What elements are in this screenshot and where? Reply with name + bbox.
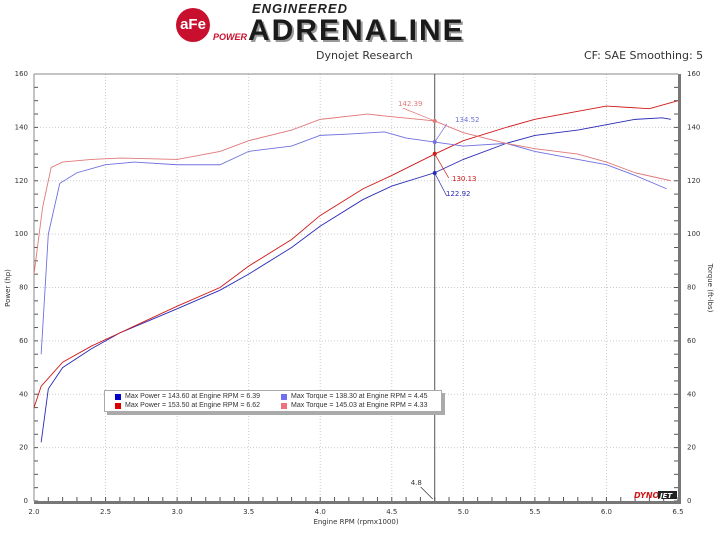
annotation-point <box>432 118 437 123</box>
y-tick-label: 20 <box>19 444 28 452</box>
x-tick-label: 2.0 <box>28 508 39 516</box>
x-tick-label: 4.0 <box>315 508 326 516</box>
svg-text:JET: JET <box>658 492 673 500</box>
svg-text:DYNO: DYNO <box>634 491 660 500</box>
x-tick-label: 3.5 <box>243 508 254 516</box>
adrenaline-text: ADRENALINE <box>248 14 465 47</box>
y-tick-label: 60 <box>19 337 28 345</box>
legend-entry: Max Power = 153.50 at Engine RPM = 6.62 <box>115 402 260 410</box>
annotation-value: 134.52 <box>455 116 480 124</box>
x-tick-label: 3.0 <box>172 508 183 516</box>
annotation-arrow <box>434 123 448 143</box>
y2-tick-label: 0 <box>687 497 691 505</box>
y2-tick-label: 20 <box>687 444 696 452</box>
x-axis <box>34 501 678 504</box>
legend-text: Max Torque = 138.30 at Engine RPM = 4.45 <box>291 393 428 400</box>
annotation-arrow <box>402 107 435 122</box>
annotation-value: 122.92 <box>446 190 471 198</box>
grid <box>34 74 678 501</box>
series-line-3 <box>33 113 671 275</box>
y-tick-label: 80 <box>19 284 28 292</box>
y-tick-label: 120 <box>15 177 28 185</box>
subtitle: Dynojet Research <box>316 49 413 62</box>
y-tick-label: 100 <box>15 230 28 238</box>
annotation-value: 130.13 <box>452 175 477 183</box>
x-tick-label: 2.5 <box>100 508 111 516</box>
x-tick-label: 6.0 <box>601 508 612 516</box>
axes: 2.0 2.5 3.0 3.5 4.0 4.5 5.0 5.5 6.0 6.5 0 0 20 20 40 40… <box>15 70 701 516</box>
annotation-arrow <box>434 172 448 197</box>
x-tick-label: 4.5 <box>386 508 397 516</box>
y-axis-label: Power (hp) <box>4 269 12 307</box>
y2-tick-label: 80 <box>687 284 696 292</box>
legend-text: Max Power = 153.50 at Engine RPM = 6.62 <box>125 402 261 409</box>
legend-swatch <box>281 403 287 409</box>
afe-logo: aFe POWER ENGINEERED ADRENALINE <box>176 2 546 48</box>
series-lines <box>33 100 679 443</box>
series-line-0 <box>40 117 671 443</box>
y2-tick-label: 40 <box>687 390 696 398</box>
annotation-point <box>432 171 437 176</box>
engineered-text: ENGINEERED <box>252 1 348 16</box>
afe-badge: aFe <box>176 8 210 42</box>
legend-swatch <box>115 394 121 400</box>
x-axis-label: Engine RPM (rpmx1000) <box>313 518 398 526</box>
legend-entry: Max Torque = 138.30 at Engine RPM = 4.45 <box>281 393 427 401</box>
annotation-arrow <box>434 153 450 179</box>
series-line-1 <box>33 100 679 408</box>
series-line-2 <box>40 131 667 355</box>
y2-tick-label: 120 <box>687 177 700 185</box>
y2-axis <box>678 74 681 504</box>
annotation-point <box>432 151 437 156</box>
y2-tick-label: 100 <box>687 230 700 238</box>
power-text: POWER <box>213 32 248 42</box>
legend-text: Max Power = 143.60 at Engine RPM = 6.39 <box>125 393 261 400</box>
y2-tick-label: 140 <box>687 123 700 131</box>
correction-factor: CF: SAE Smoothing: 5 <box>584 49 704 62</box>
legend-swatch <box>115 403 121 409</box>
cursor-label: 4.8 <box>411 479 422 487</box>
legend-entry: Max Torque = 145.03 at Engine RPM = 4.33 <box>281 402 427 410</box>
dynojet-watermark: DYNO JET <box>634 491 677 500</box>
y2-tick-label: 160 <box>687 70 700 78</box>
y-tick-label: 40 <box>19 390 28 398</box>
cursor-pointer <box>420 486 433 500</box>
y-tick-label: 140 <box>15 123 28 131</box>
legend-text: Max Torque = 145.03 at Engine RPM = 4.33 <box>291 402 428 409</box>
y-tick-label: 160 <box>15 70 28 78</box>
x-tick-label: 5.0 <box>458 508 469 516</box>
y-tick-label: 0 <box>24 497 28 505</box>
y2-tick-label: 60 <box>687 337 696 345</box>
y2-axis-label: Torque (ft-lbs) <box>706 263 714 313</box>
annotation-point <box>432 140 437 145</box>
annotation-value: 142.39 <box>398 100 423 108</box>
legend-entry: Max Power = 143.60 at Engine RPM = 6.39 <box>115 393 260 401</box>
legend: Max Power = 143.60 at Engine RPM = 6.39 … <box>104 390 442 412</box>
x-tick-label: 6.5 <box>672 508 683 516</box>
x-tick-label: 5.5 <box>529 508 540 516</box>
annotations: 4.8 142.39 134.52 130.13 122.92 <box>398 74 480 501</box>
legend-swatch <box>281 394 287 400</box>
